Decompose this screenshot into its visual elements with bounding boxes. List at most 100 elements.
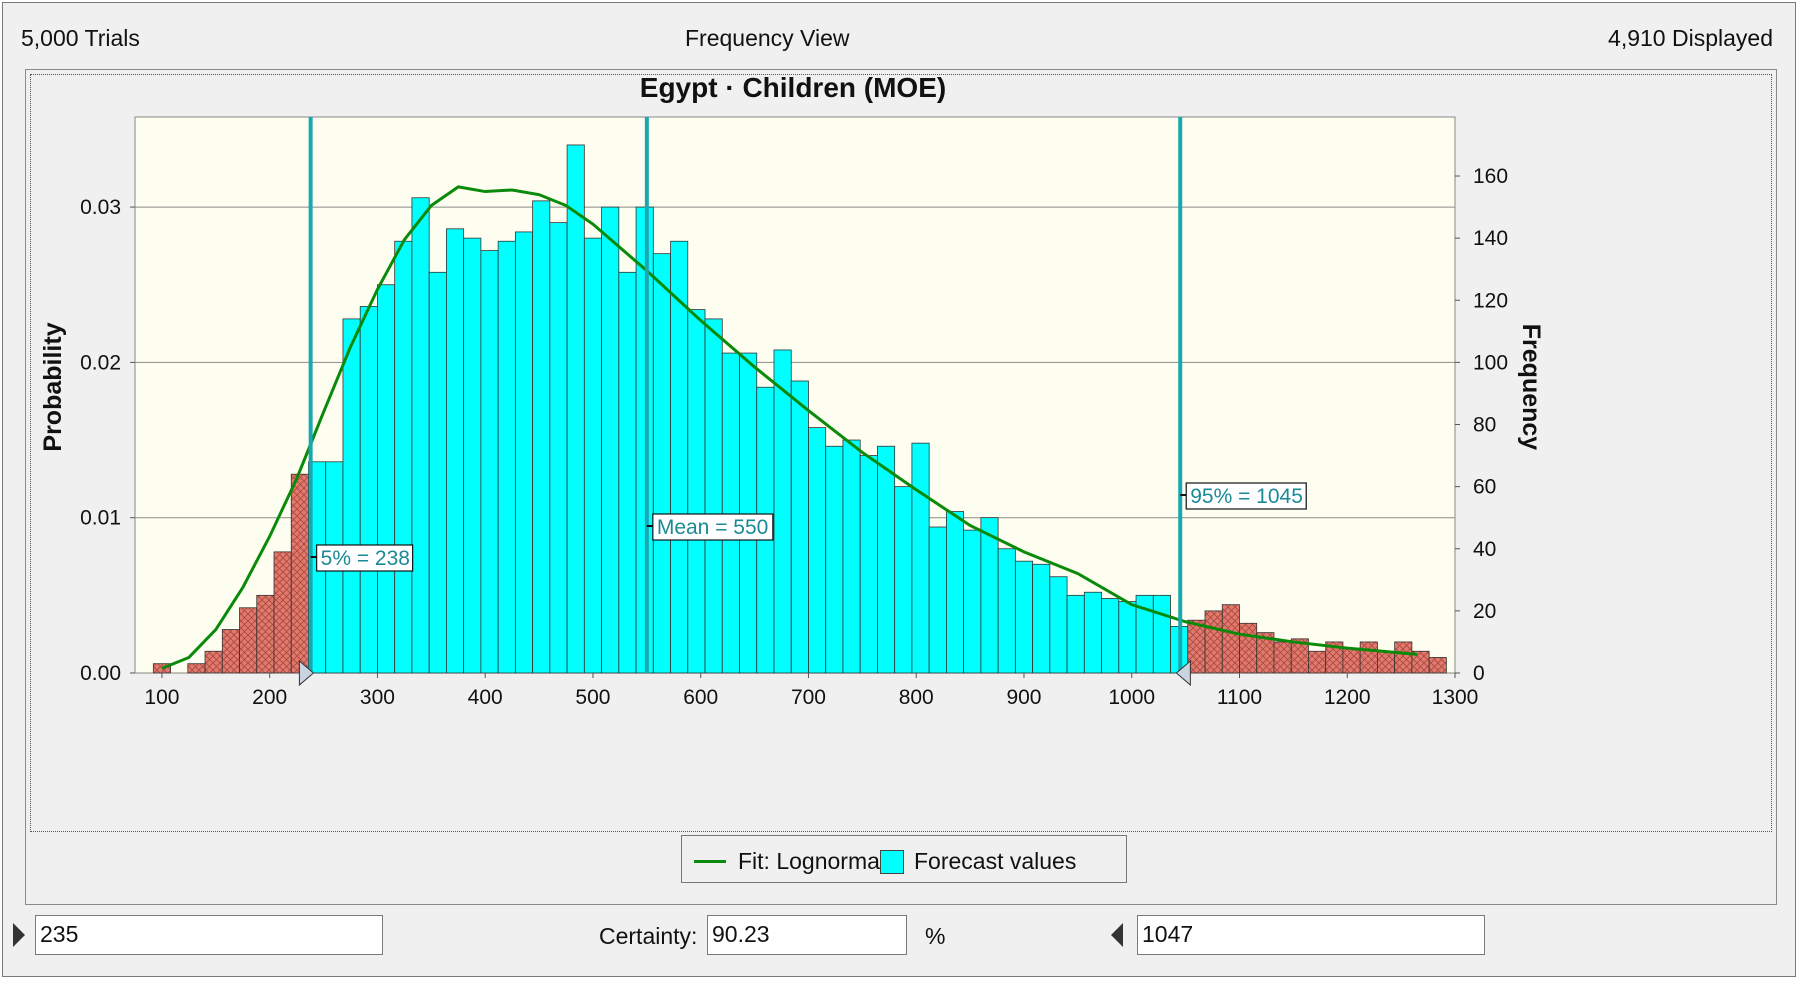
forecast-bar (963, 529, 982, 674)
forecast-bar (497, 240, 516, 674)
chart-area: Egypt · Children (MOE) 5% = 238 Mean = 55… (30, 72, 1772, 832)
forecast-bar (1101, 598, 1120, 674)
upper-bound-input[interactable]: 1047 (1137, 915, 1485, 955)
forecast-bar (877, 445, 896, 674)
forecast-bar (618, 271, 637, 674)
forecast-bar-out-of-range (1308, 650, 1327, 674)
y-tick-label-left: 0.00 (80, 662, 121, 685)
forecast-bar-out-of-range (1239, 622, 1258, 674)
y-tick-label-left: 0.03 (80, 196, 121, 219)
y-tick-label-right: 0 (1473, 662, 1485, 685)
y-tick-label-right: 160 (1473, 165, 1508, 188)
y-tick-label-left: 0.01 (80, 507, 121, 530)
forecast-bar (446, 228, 465, 674)
forecast-bar (1066, 594, 1085, 674)
forecast-bar (342, 318, 361, 674)
legend-forecast-entry: Forecast values (880, 848, 1076, 875)
forecast-bar-out-of-range (204, 650, 223, 674)
forecast-bar (1032, 563, 1051, 674)
legend-fit-swatch (694, 860, 726, 863)
forecast-bar (652, 253, 671, 674)
x-tick-label: 1300 (1432, 686, 1479, 709)
triangle-left-icon[interactable] (1109, 921, 1125, 949)
marker-label: Mean = 550 (657, 516, 769, 539)
marker-label-box (1185, 482, 1307, 510)
forecast-bar-out-of-range (239, 607, 258, 674)
x-tick-label: 600 (683, 686, 718, 709)
legend-fit-label: Fit: Lognormal (738, 848, 886, 874)
forecast-bar (704, 318, 723, 674)
certainty-input[interactable]: 90.23 (707, 915, 907, 955)
forecast-bar (566, 144, 585, 674)
marker-label-box (316, 544, 414, 572)
x-tick-label: 900 (1006, 686, 1041, 709)
forecast-bar-out-of-range (1428, 657, 1447, 674)
x-tick-label: 200 (252, 686, 287, 709)
triangle-right-icon[interactable] (11, 921, 27, 949)
x-tick-label: 1100 (1217, 686, 1262, 709)
lower-grabber-icon[interactable] (298, 659, 315, 687)
forecast-bar-out-of-range (1394, 641, 1413, 674)
x-tick-label: 300 (360, 686, 395, 709)
legend-fit-entry: Fit: Lognormal (694, 848, 885, 875)
forecast-bar (463, 237, 482, 674)
forecast-bar-out-of-range (187, 663, 206, 674)
certainty-unit: % (925, 923, 946, 949)
forecast-bar-out-of-range (1204, 610, 1223, 674)
x-tick-label: 1200 (1324, 686, 1371, 709)
forecast-bar-out-of-range (1221, 604, 1240, 674)
trials-count: 5,000 Trials (21, 25, 140, 51)
y-axis-label-right: Frequency (1517, 324, 1545, 451)
forecast-bar (859, 455, 878, 674)
forecast-bar (1083, 591, 1102, 674)
forecast-bar (928, 526, 947, 674)
forecast-bar-out-of-range (1377, 650, 1396, 674)
forecast-bar (790, 380, 809, 674)
y-axis-label-left: Probability (39, 322, 67, 451)
forecast-bar (377, 284, 396, 674)
certainty-label: Certainty: (599, 923, 698, 949)
marker-label: 5% = 238 (321, 547, 410, 570)
y-tick-label-right: 40 (1473, 538, 1496, 561)
y-tick-label-left: 0.02 (80, 351, 121, 374)
frequency-chart[interactable]: Egypt · Children (MOE) 5% = 238 Mean = 55… (31, 72, 1771, 831)
forecast-bar (911, 442, 930, 674)
forecast-bar (1014, 560, 1034, 674)
forecast-bar (687, 309, 706, 674)
x-tick-label: 700 (791, 686, 826, 709)
forecast-bar (1118, 601, 1137, 674)
forecast-bar (549, 222, 568, 674)
forecast-bar-out-of-range (1273, 641, 1292, 674)
forecast-bar-out-of-range (290, 473, 309, 674)
forecast-bar (1049, 576, 1068, 674)
forecast-bar (980, 517, 999, 674)
legend-forecast-label: Forecast values (914, 848, 1077, 874)
forecast-bar (359, 306, 378, 674)
chart-frame: Egypt · Children (MOE) 5% = 238 Mean = 55… (25, 69, 1777, 905)
displayed-count: 4,910 Displayed (1608, 25, 1773, 51)
forecast-bar (842, 439, 861, 674)
y-tick-label-right: 60 (1473, 476, 1496, 499)
forecast-bar (583, 237, 602, 674)
forecast-bar (997, 548, 1016, 674)
y-tick-label-right: 100 (1473, 351, 1508, 374)
view-title[interactable]: Frequency View (685, 25, 850, 51)
forecast-bar-out-of-range (273, 551, 292, 674)
x-tick-label: 400 (468, 686, 503, 709)
forecast-bar-out-of-range (221, 629, 240, 674)
forecast-bar (601, 206, 620, 674)
x-tick-label: 100 (144, 686, 179, 709)
forecast-bar (532, 200, 551, 674)
forecast-bar (514, 231, 534, 674)
lower-bound-input[interactable]: 235 (35, 915, 383, 955)
x-tick-label: 1000 (1108, 686, 1155, 709)
x-tick-label: 800 (899, 686, 934, 709)
forecast-bar (808, 427, 827, 674)
y-tick-label-right: 80 (1473, 414, 1496, 437)
forecast-bar (825, 445, 844, 674)
upper-grabber-icon[interactable] (1175, 659, 1191, 687)
forecast-bar (739, 352, 758, 674)
marker-label: 95% = 1045 (1190, 485, 1303, 508)
y-tick-label-right: 140 (1473, 227, 1508, 250)
